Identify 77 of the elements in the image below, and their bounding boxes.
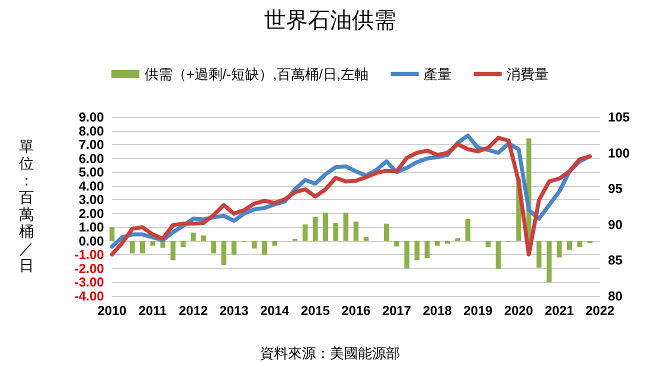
bar	[140, 240, 145, 254]
legend-label: 產量	[424, 66, 452, 82]
legend-label: 供需（+過剩/-短缺）,百萬桶/日,左軸	[144, 66, 369, 82]
x-tick-label: 2012	[178, 303, 208, 318]
bar	[556, 240, 562, 258]
y2-tick-label: 95	[608, 181, 622, 196]
x-tick-label: 2016	[342, 303, 370, 318]
bar	[110, 227, 114, 241]
source-note: 資料來源：美國能源部	[260, 345, 400, 361]
x-tick-label: 2022	[586, 303, 614, 318]
bar	[312, 216, 318, 241]
bar	[567, 240, 572, 250]
bar	[343, 212, 348, 241]
bar	[302, 224, 308, 241]
y-tick-label: -4.00	[74, 288, 104, 304]
x-tick-label: 2014	[260, 303, 290, 318]
bar	[455, 238, 460, 241]
bar	[170, 240, 176, 260]
y-tick-label: 6.00	[78, 150, 104, 166]
y2-tick-label: 80	[608, 288, 622, 304]
bar	[232, 240, 236, 255]
bar	[150, 240, 156, 246]
bar	[486, 240, 491, 248]
bar	[394, 240, 400, 246]
bar	[546, 240, 552, 282]
bar	[414, 240, 420, 260]
y-tick-label: 5.00	[78, 164, 104, 180]
bar	[364, 236, 369, 241]
y-axis-title: 單位：百萬桶／日	[19, 138, 34, 274]
y-tick-label: 7.00	[78, 137, 104, 152]
y-tick-label: -2.00	[74, 260, 104, 276]
bar	[160, 240, 166, 248]
bar	[180, 240, 186, 248]
bar	[354, 222, 358, 241]
x-tick-label: 2018	[422, 303, 452, 318]
y-tick-label: -1.00	[74, 247, 104, 262]
bar	[424, 240, 430, 258]
bar	[577, 240, 582, 248]
x-tick-label: 2010	[98, 303, 126, 318]
bar	[262, 240, 267, 255]
y-tick-label: -3.00	[74, 274, 104, 290]
y-tick-label: 3.00	[78, 192, 104, 208]
y-tick-label: 4.00	[78, 178, 104, 194]
x-tick-label: 2013	[220, 303, 248, 318]
x-tick-label: 2017	[382, 303, 412, 318]
bar	[333, 223, 338, 241]
x-tick-label: 2019	[464, 303, 492, 318]
bar	[323, 212, 328, 241]
y-tick-label: 2.00	[78, 206, 104, 221]
bar	[404, 240, 410, 268]
bar	[221, 240, 226, 266]
legend-label: 消費量	[506, 66, 549, 82]
x-tick-label: 2015	[300, 303, 330, 318]
x-tick-label: 2011	[138, 303, 167, 318]
y-tick-label: 1.00	[78, 220, 104, 235]
y2-tick-label: 105	[608, 110, 630, 124]
bar	[445, 240, 450, 244]
bar	[130, 240, 135, 254]
y-tick-label: 0.00	[78, 233, 104, 248]
x-tick-label: 2021	[544, 303, 574, 318]
bar	[536, 240, 542, 268]
bar	[190, 232, 196, 241]
bar	[434, 240, 440, 246]
bar	[465, 218, 470, 241]
bar	[384, 224, 389, 241]
y-tick-label: 9.00	[78, 110, 104, 124]
bar	[496, 240, 501, 270]
y2-tick-label: 100	[608, 145, 630, 160]
chart-title: 世界石油供需	[264, 8, 396, 32]
y-tick-label: 8.00	[78, 123, 104, 138]
x-tick-label: 2020	[504, 303, 534, 318]
y2-tick-label: 90	[608, 216, 622, 232]
bar	[272, 240, 278, 246]
y2-tick-label: 85	[608, 252, 622, 268]
bar	[211, 240, 216, 254]
bar	[252, 240, 257, 248]
bar	[201, 235, 206, 241]
